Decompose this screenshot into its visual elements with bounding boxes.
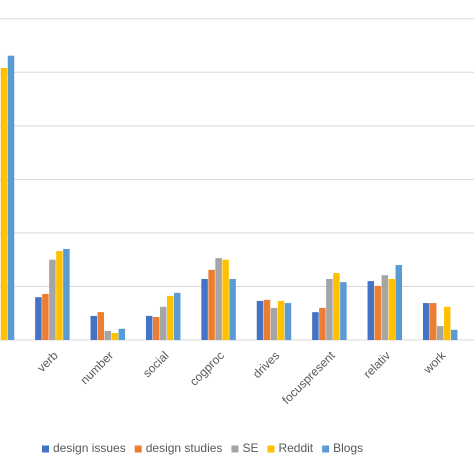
bar (159, 306, 167, 340)
bar (63, 248, 70, 340)
bar (312, 312, 319, 340)
x-tick-label: relativ (361, 348, 394, 381)
bar (270, 307, 278, 340)
bar (256, 300, 264, 340)
legend-label: Blogs (333, 441, 363, 455)
bar (277, 300, 285, 340)
x-tick-label: verb (34, 348, 61, 375)
x-tick-label: focuspresent (279, 348, 338, 407)
bar (333, 273, 340, 340)
bar (374, 285, 382, 340)
bar (340, 282, 347, 340)
bar (56, 251, 63, 340)
bar (422, 303, 430, 340)
bar (215, 258, 222, 340)
bar (450, 329, 458, 340)
legend-swatch (267, 445, 275, 453)
bar (367, 281, 375, 340)
bar (229, 278, 236, 340)
legend-swatch (322, 445, 330, 453)
bar (166, 296, 174, 340)
legend-label: Reddit (278, 441, 313, 455)
bar (263, 299, 271, 340)
bar (49, 259, 56, 340)
bar (388, 278, 396, 340)
bar (436, 326, 444, 340)
legend-swatch (134, 445, 142, 453)
x-tick-label: number (77, 348, 116, 387)
bar (222, 259, 229, 340)
x-tick-label: drives (250, 348, 283, 381)
bar (381, 275, 389, 340)
bar (118, 328, 126, 340)
bar (443, 306, 451, 340)
x-tick-label: cogproc (187, 348, 227, 388)
legend-label: SE (242, 441, 258, 455)
bar (104, 330, 112, 340)
x-tick-label: work (420, 348, 449, 377)
bar (7, 55, 15, 341)
legend-swatch (231, 445, 239, 453)
bar (284, 303, 292, 340)
bar (0, 68, 8, 340)
legend-label: design issues (53, 441, 126, 455)
legend-swatch (42, 445, 49, 453)
bar (429, 303, 437, 340)
bar (208, 269, 215, 340)
bar (395, 265, 403, 340)
bar (326, 278, 333, 340)
legend-label: design studies (146, 441, 223, 455)
bar (152, 316, 160, 340)
x-tick-label: social (140, 348, 172, 380)
bar (145, 315, 153, 340)
bar (90, 315, 98, 340)
bar (35, 297, 42, 340)
bar (201, 278, 208, 340)
bar (111, 333, 119, 340)
bar (173, 292, 181, 340)
bar (319, 307, 326, 340)
bar (42, 293, 49, 340)
bar (97, 312, 105, 340)
